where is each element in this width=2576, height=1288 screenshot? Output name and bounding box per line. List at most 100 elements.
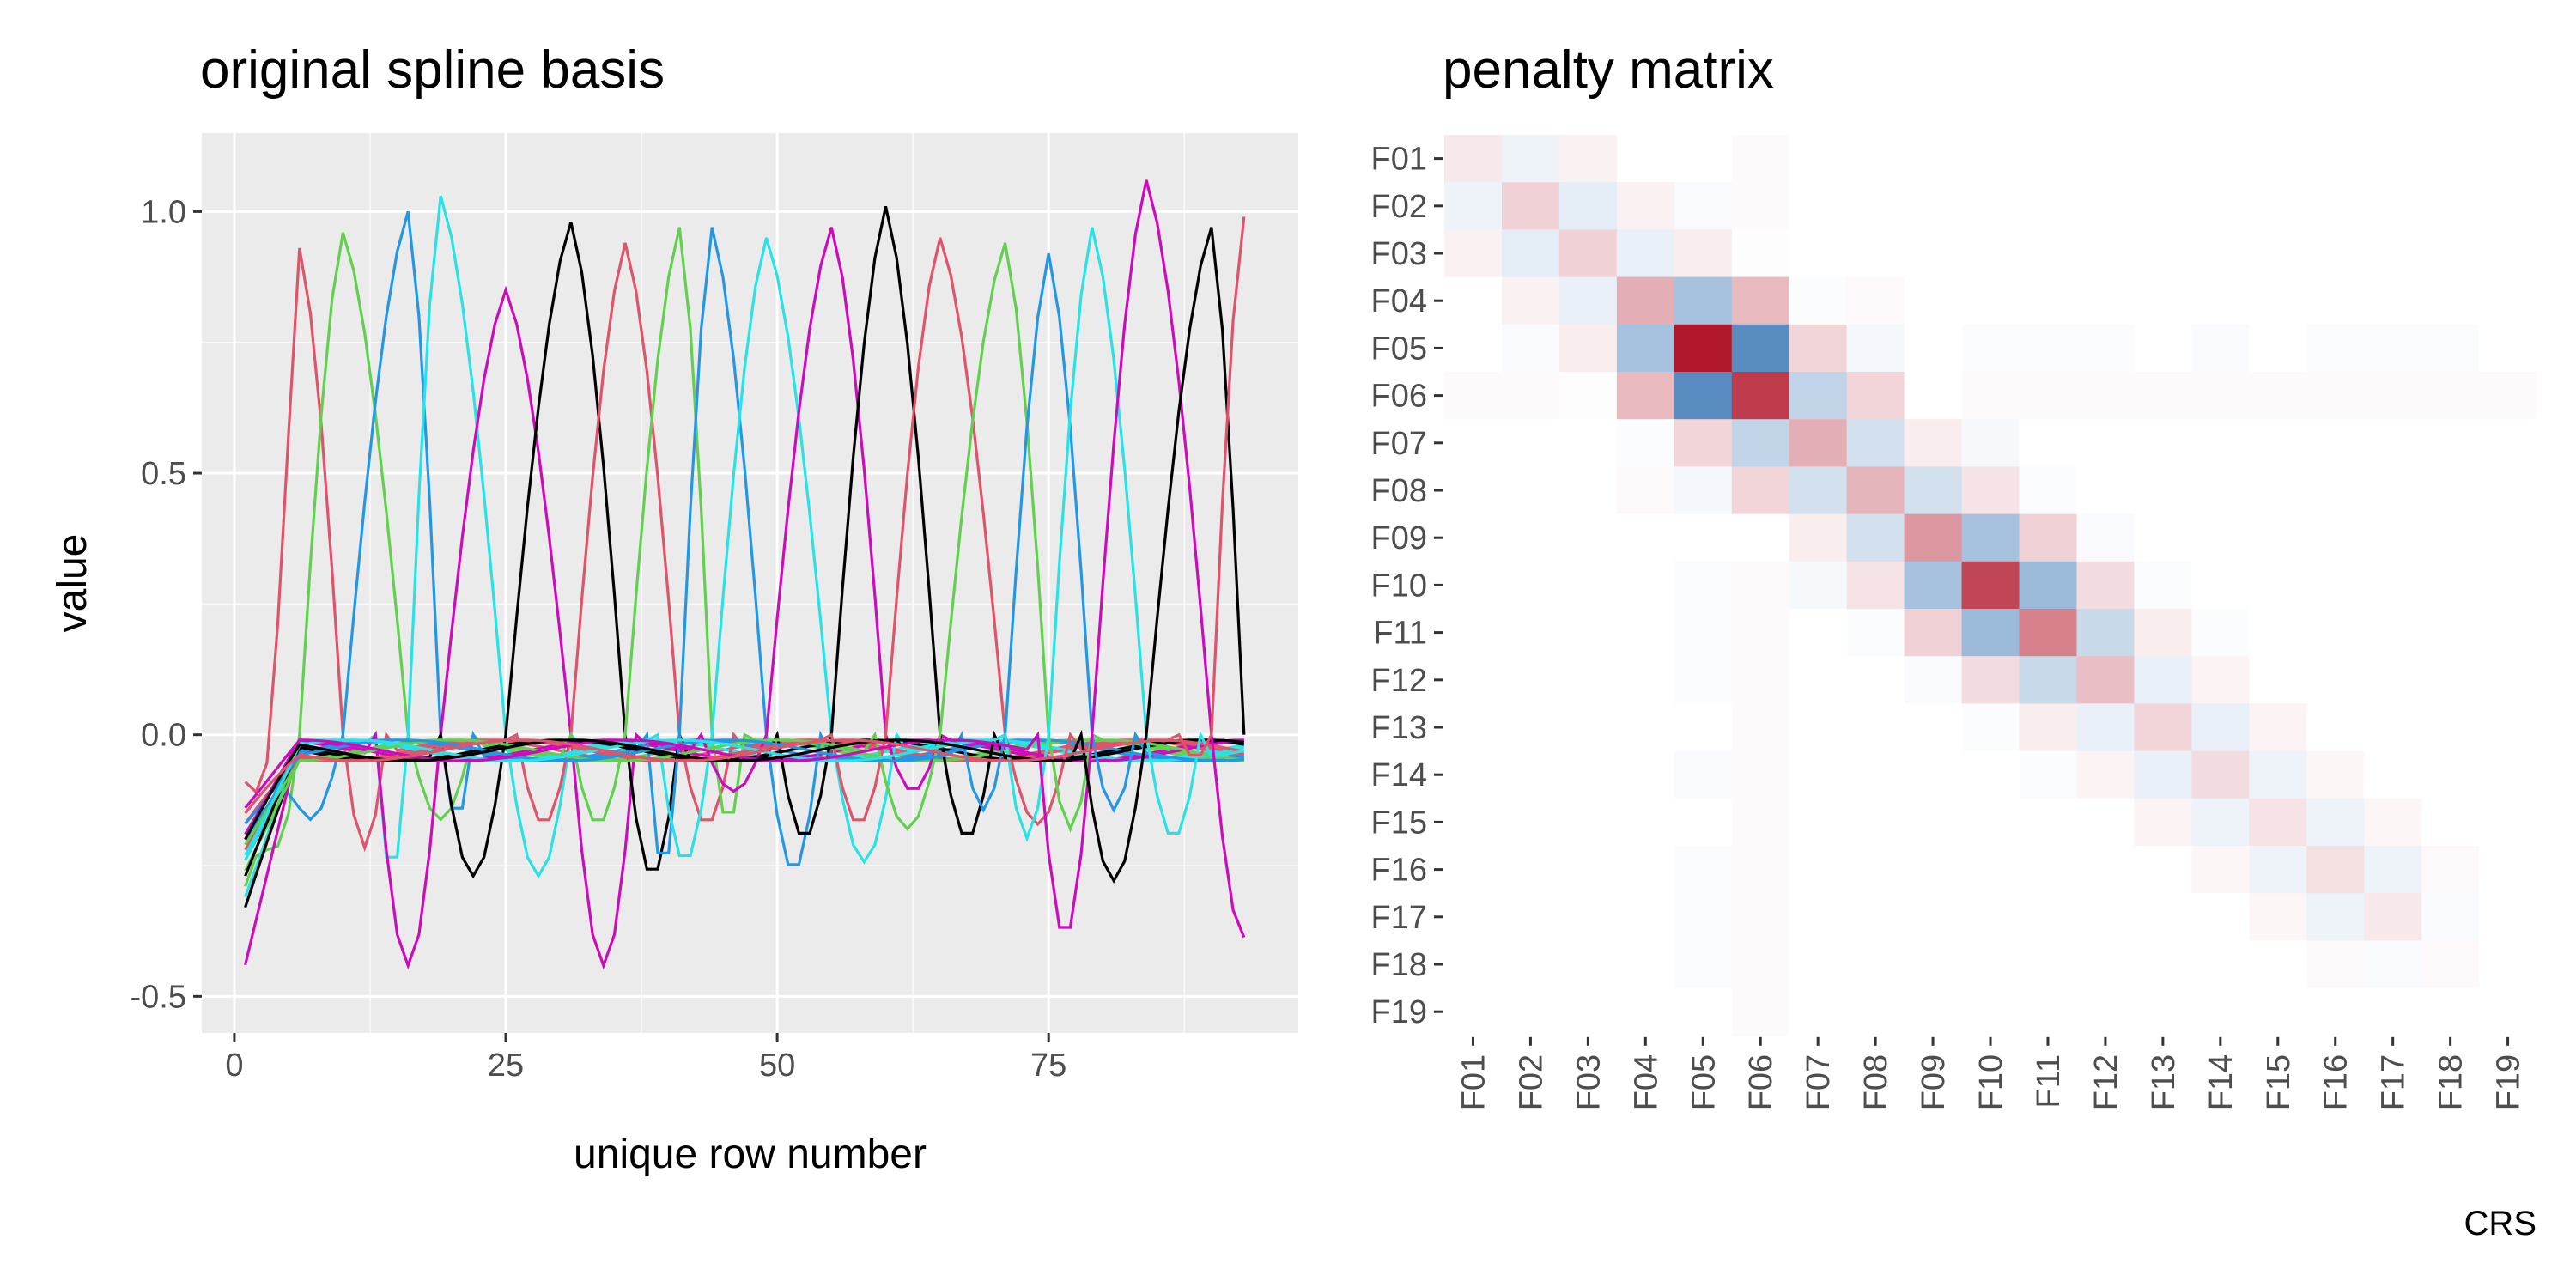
heatmap-cell xyxy=(1731,229,1790,278)
row-label: F08 xyxy=(1371,473,1427,509)
heatmap-cell xyxy=(1904,798,1963,847)
heatmap-cell xyxy=(2479,135,2537,183)
heatmap-cell xyxy=(2249,135,2307,183)
basis-series-f14 xyxy=(244,242,1244,846)
heatmap-cell xyxy=(1674,987,1733,1036)
heatmap-cell xyxy=(1904,135,1963,183)
heatmap-cell xyxy=(1558,513,1618,562)
heatmap-cell xyxy=(1616,372,1675,420)
heatmap-cell xyxy=(1789,798,1848,847)
heatmap-cell xyxy=(1789,182,1848,230)
heatmap-cell xyxy=(1444,372,1503,420)
heatmap-cell xyxy=(1674,750,1733,799)
heatmap-cell xyxy=(2134,798,2192,847)
heatmap-cell xyxy=(2134,656,2192,704)
heatmap-cell xyxy=(2421,561,2480,610)
heatmap-cell xyxy=(1616,656,1675,704)
heatmap-cell xyxy=(1444,419,1503,467)
heatmap-cell xyxy=(2249,466,2307,515)
heatmap-cell xyxy=(2076,466,2135,515)
heatmap-cell xyxy=(2306,798,2365,847)
heatmap-cell xyxy=(1846,703,1905,752)
heatmap-cell xyxy=(2191,466,2250,515)
heatmap-cell xyxy=(2479,656,2537,704)
heatmap-cell xyxy=(1616,893,1675,941)
heatmap-cell xyxy=(1731,324,1790,373)
heatmap-cell xyxy=(1674,846,1733,894)
heatmap-cell xyxy=(2306,656,2365,704)
heatmap-cell xyxy=(1904,561,1963,610)
heatmap-cell xyxy=(1558,940,1618,989)
row-label: F14 xyxy=(1371,757,1427,793)
heatmap-cell xyxy=(1846,609,1905,657)
heatmap-cell xyxy=(2249,703,2307,752)
heatmap-cell xyxy=(2019,940,2078,989)
heatmap-cell xyxy=(2249,419,2307,467)
heatmap-cell xyxy=(2364,703,2422,752)
heatmap-cell xyxy=(1558,987,1618,1036)
heatmap-cell xyxy=(1558,419,1618,467)
col-label: F19 xyxy=(2491,1054,2527,1110)
heatmap-cell xyxy=(1501,703,1560,752)
heatmap-cell xyxy=(2134,513,2192,562)
heatmap-cell xyxy=(2421,987,2480,1036)
heatmap-cell xyxy=(2191,893,2250,941)
heatmap-cell xyxy=(2191,419,2250,467)
col-label: F07 xyxy=(1801,1054,1837,1110)
heatmap-cell xyxy=(2134,324,2192,373)
heatmap-cell xyxy=(2479,561,2537,610)
heatmap-cell xyxy=(1616,703,1675,752)
heatmap-cell xyxy=(2306,466,2365,515)
basis-series-f19 xyxy=(244,216,1246,815)
heatmap-cell xyxy=(2306,276,2365,325)
heatmap-cell xyxy=(2364,893,2422,941)
heatmap-cell xyxy=(2306,609,2365,657)
heatmap-cell xyxy=(2364,798,2422,847)
heatmap-cell xyxy=(2421,135,2480,183)
heatmap-cell xyxy=(1789,513,1848,562)
heatmap-cell xyxy=(1731,182,1790,230)
heatmap-cell xyxy=(1961,703,2020,752)
heatmap-cell xyxy=(1616,324,1675,373)
col-label: F08 xyxy=(1858,1054,1894,1110)
heatmap-cell xyxy=(1501,419,1560,467)
heatmap-cell xyxy=(2364,229,2422,278)
heatmap-cell xyxy=(1444,324,1503,373)
heatmap-cell xyxy=(1961,609,2020,657)
basis-series-f18 xyxy=(244,227,1246,884)
heatmap-cell xyxy=(1961,893,2020,941)
heatmap-cell xyxy=(2076,372,2135,420)
heatmap-cell xyxy=(1731,750,1790,799)
heatmap-cell xyxy=(2306,182,2365,230)
heatmap-cell xyxy=(2364,324,2422,373)
heatmap-cell xyxy=(1904,940,1963,989)
heatmap-cell xyxy=(2479,940,2537,989)
heatmap-cell xyxy=(1731,513,1790,562)
heatmap-cell xyxy=(2076,703,2135,752)
heatmap-cell xyxy=(1674,419,1733,467)
heatmap-cell xyxy=(1904,609,1963,657)
heatmap-cell xyxy=(2249,987,2307,1036)
heatmap-cell xyxy=(1846,324,1905,373)
heatmap-cell xyxy=(1501,656,1560,704)
heatmap-cell xyxy=(1731,940,1790,989)
heatmap-cell xyxy=(2421,466,2480,515)
heatmap-cell xyxy=(1558,135,1618,183)
heatmap-cell xyxy=(1846,182,1905,230)
heatmap-cell xyxy=(1616,419,1675,467)
heatmap-cell xyxy=(2249,182,2307,230)
heatmap-cell xyxy=(2249,561,2307,610)
col-label: F15 xyxy=(2261,1054,2297,1110)
col-label: F14 xyxy=(2203,1054,2239,1110)
heatmap-cell xyxy=(1846,798,1905,847)
heatmap-cell xyxy=(1674,229,1733,278)
heatmap-cell xyxy=(2076,182,2135,230)
heatmap-cell xyxy=(1674,466,1733,515)
heatmap-cell xyxy=(1674,513,1733,562)
heatmap-cell xyxy=(1846,419,1905,467)
heatmap-cell xyxy=(1674,372,1733,420)
heatmap-cell xyxy=(1846,229,1905,278)
heatmap-cell xyxy=(1846,372,1905,420)
heatmap-cell xyxy=(1846,750,1905,799)
heatmap-cell xyxy=(2479,609,2537,657)
